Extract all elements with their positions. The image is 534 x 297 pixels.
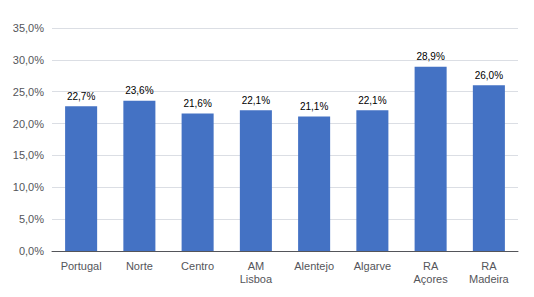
svg-text:22,7%: 22,7%	[67, 91, 95, 102]
svg-text:30,0%: 30,0%	[13, 54, 44, 66]
svg-text:35,0%: 35,0%	[13, 22, 44, 34]
svg-text:Lisboa: Lisboa	[240, 273, 273, 285]
svg-text:22,1%: 22,1%	[358, 95, 386, 106]
svg-text:RA: RA	[423, 260, 439, 272]
svg-text:23,6%: 23,6%	[125, 85, 153, 96]
svg-text:25,0%: 25,0%	[13, 86, 44, 98]
svg-text:0,0%: 0,0%	[19, 245, 44, 257]
svg-text:20,0%: 20,0%	[13, 118, 44, 130]
svg-text:RA: RA	[481, 260, 497, 272]
svg-text:Norte: Norte	[126, 260, 153, 272]
svg-text:AM: AM	[248, 260, 265, 272]
svg-text:Madeira: Madeira	[469, 273, 510, 285]
svg-text:5,0%: 5,0%	[19, 213, 44, 225]
svg-text:26,0%: 26,0%	[475, 70, 503, 81]
svg-text:28,9%: 28,9%	[416, 51, 444, 62]
svg-text:21,6%: 21,6%	[183, 98, 211, 109]
svg-text:Portugal: Portugal	[61, 260, 102, 272]
svg-text:22,1%: 22,1%	[242, 95, 270, 106]
svg-text:21,1%: 21,1%	[300, 101, 328, 112]
svg-text:10,0%: 10,0%	[13, 181, 44, 193]
svg-text:Alentejo: Alentejo	[294, 260, 334, 272]
svg-text:Açores: Açores	[414, 273, 449, 285]
svg-text:15,0%: 15,0%	[13, 149, 44, 161]
svg-text:Algarve: Algarve	[354, 260, 391, 272]
svg-text:Centro: Centro	[181, 260, 214, 272]
